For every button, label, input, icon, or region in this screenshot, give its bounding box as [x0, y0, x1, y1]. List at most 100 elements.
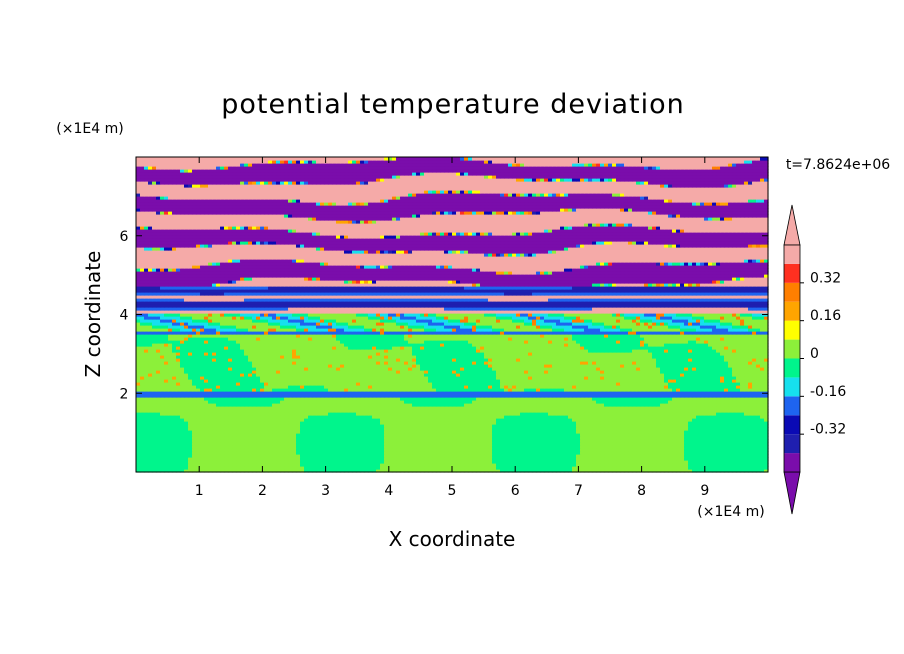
- field-cell: [264, 448, 269, 452]
- field-cell: [584, 445, 589, 449]
- field-cell: [744, 445, 749, 449]
- field-cell: [576, 448, 581, 452]
- field-cell: [532, 457, 537, 461]
- field-cell: [500, 439, 505, 443]
- field-cell: [180, 463, 185, 467]
- field-cell: [620, 469, 625, 473]
- field-cell: [624, 448, 629, 452]
- field-cell: [164, 457, 169, 461]
- field-cell: [664, 460, 669, 464]
- field-cell: [584, 466, 589, 470]
- field-cell: [576, 457, 581, 461]
- field-cell: [468, 427, 473, 431]
- field-cell: [712, 430, 717, 434]
- field-cell: [232, 469, 237, 473]
- field-cell: [168, 430, 173, 434]
- field-cell: [528, 454, 533, 458]
- field-cell: [688, 451, 693, 455]
- field-cell: [512, 457, 517, 461]
- field-cell: [248, 448, 253, 452]
- field-cell: [232, 430, 237, 434]
- field-cell: [496, 433, 501, 437]
- field-cell: [484, 439, 489, 443]
- field-cell: [284, 463, 289, 467]
- field-cell: [216, 436, 221, 440]
- field-cell: [512, 430, 517, 434]
- field-cell: [556, 454, 561, 458]
- field-cell: [160, 454, 165, 458]
- field-cell: [332, 436, 337, 440]
- field-cell: [428, 436, 433, 440]
- field-cell: [708, 457, 713, 461]
- field-cell: [500, 448, 505, 452]
- field-cell: [356, 469, 361, 473]
- field-cell: [248, 433, 253, 437]
- field-cell: [248, 430, 253, 434]
- field-cell: [140, 463, 145, 467]
- field-cell: [280, 466, 285, 470]
- field-cell: [684, 454, 689, 458]
- field-cell: [396, 454, 401, 458]
- field-cell: [688, 463, 693, 467]
- field-cell: [180, 436, 185, 440]
- field-cell: [292, 427, 297, 431]
- field-cell: [628, 469, 633, 473]
- field-cell: [568, 451, 573, 455]
- field-cell: [716, 463, 721, 467]
- field-cell: [280, 430, 285, 434]
- field-cell: [752, 460, 757, 464]
- field-cell: [144, 448, 149, 452]
- field-cell: [592, 439, 597, 443]
- field-cell: [236, 433, 241, 437]
- field-cell: [588, 469, 593, 473]
- field-cell: [648, 442, 653, 446]
- field-cell: [484, 445, 489, 449]
- field-cell: [756, 469, 761, 473]
- field-cell: [648, 430, 653, 434]
- field-cell: [160, 433, 165, 437]
- field-cell: [528, 457, 533, 461]
- field-cell: [548, 463, 553, 467]
- field-cell: [740, 448, 745, 452]
- field-cell: [472, 445, 477, 449]
- field-cell: [692, 466, 697, 470]
- field-cell: [268, 454, 273, 458]
- field-cell: [312, 430, 317, 434]
- field-cell: [188, 460, 193, 464]
- field-cell: [744, 448, 749, 452]
- field-cell: [636, 460, 641, 464]
- field-cell: [640, 442, 645, 446]
- field-cell: [188, 454, 193, 458]
- field-cell: [300, 466, 305, 470]
- field-cell: [464, 454, 469, 458]
- field-cell: [160, 451, 165, 455]
- field-cell: [380, 445, 385, 449]
- field-cell: [604, 427, 609, 431]
- field-cell: [636, 457, 641, 461]
- field-cell: [644, 451, 649, 455]
- field-cell: [668, 436, 673, 440]
- field-cell: [456, 430, 461, 434]
- field-cell: [508, 433, 513, 437]
- field-cell: [444, 436, 449, 440]
- field-cell: [380, 451, 385, 455]
- field-cell: [592, 466, 597, 470]
- field-cell: [524, 442, 529, 446]
- field-cell: [324, 451, 329, 455]
- field-cell: [304, 460, 309, 464]
- field-cell: [372, 436, 377, 440]
- field-cell: [752, 430, 757, 434]
- field-cell: [512, 448, 517, 452]
- field-cell: [624, 439, 629, 443]
- field-cell: [696, 463, 701, 467]
- field-cell: [372, 433, 377, 437]
- field-cell: [632, 442, 637, 446]
- field-cell: [368, 466, 373, 470]
- field-cell: [304, 433, 309, 437]
- field-cell: [280, 445, 285, 449]
- field-cell: [476, 445, 481, 449]
- field-cell: [440, 433, 445, 437]
- field-cell: [220, 433, 225, 437]
- field-cell: [552, 436, 557, 440]
- field-cell: [360, 466, 365, 470]
